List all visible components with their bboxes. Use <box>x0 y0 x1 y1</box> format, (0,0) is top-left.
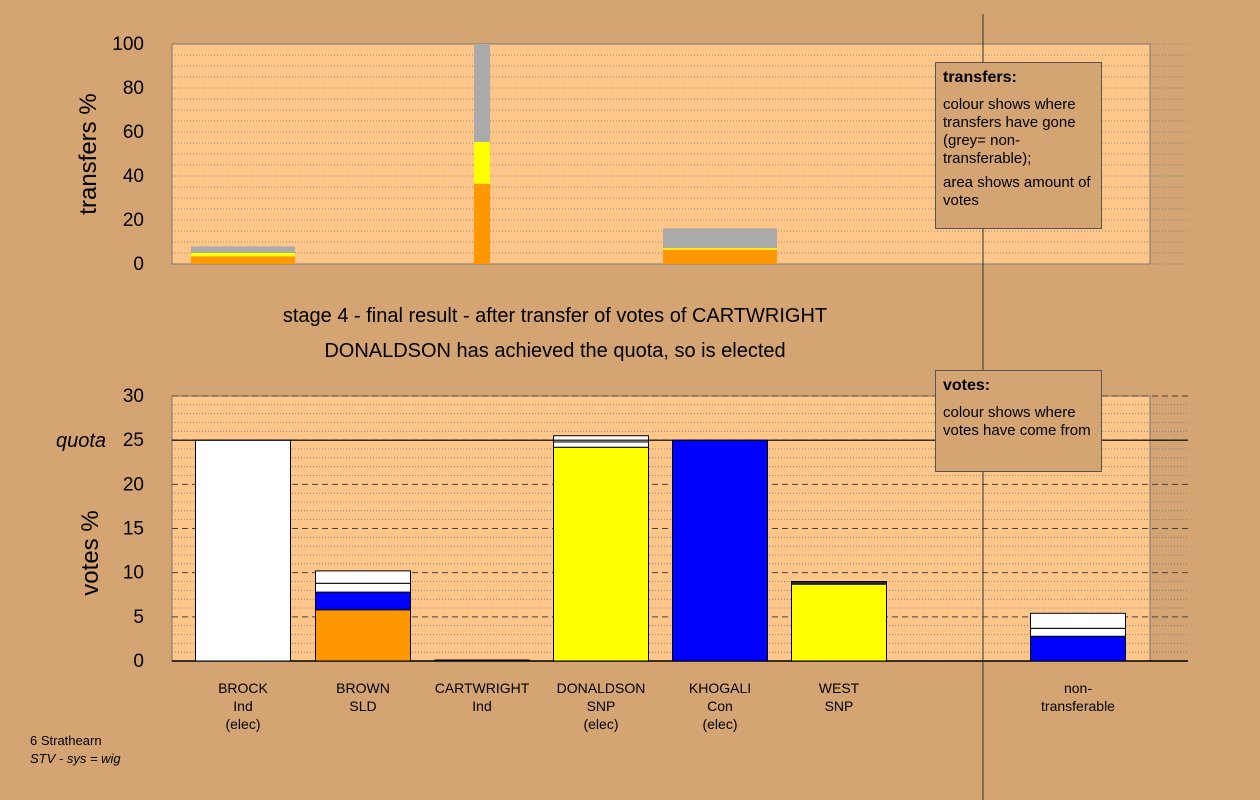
transfer-bar-segment <box>191 246 295 253</box>
votes-chart: 0 5 10 15 20 25 30 votes % quota BROCK Ind (elec) BR… <box>56 386 1188 732</box>
transfer-bar-segment <box>474 183 490 264</box>
votes-y-tick-label: 5 <box>133 607 144 628</box>
candidate-label: Ind <box>472 698 491 714</box>
candidate-label: BROWN <box>336 680 390 696</box>
vote-bar-segment <box>791 583 887 662</box>
candidate-label: KHOGALI <box>689 680 751 696</box>
vote-bar-segment <box>1030 635 1126 662</box>
candidate-label: DONALDSON <box>557 680 646 696</box>
transfers-y-tick-label: 40 <box>123 166 144 187</box>
vote-bar-segment <box>553 435 649 443</box>
transfers-y-tick-label: 0 <box>133 254 144 275</box>
votes-y-tick-label: 10 <box>123 563 144 584</box>
votes-y-tick-label: 30 <box>123 386 144 407</box>
transfers-y-tick-label: 100 <box>112 34 144 55</box>
candidate-label: BROCK <box>218 680 268 696</box>
transfer-bar-segment <box>663 248 777 250</box>
vote-bar-segment <box>672 439 768 662</box>
transfer-bar-segment <box>663 249 777 264</box>
transfer-bar-segment <box>474 141 490 184</box>
vote-bar-segment <box>315 609 411 662</box>
transfers-legend-title: transfers: <box>943 69 1017 86</box>
candidate-label: SNP <box>825 698 854 714</box>
quota-label: quota <box>56 430 106 452</box>
vote-bar-segment <box>195 439 291 662</box>
transfers-y-tick-label: 60 <box>123 122 144 143</box>
transfer-bar-segment <box>191 256 295 264</box>
candidate-label: transferable <box>1041 698 1115 714</box>
candidate-label: WEST <box>819 680 860 696</box>
candidate-label: (elec) <box>702 716 737 732</box>
vote-bar-segment <box>553 446 649 662</box>
candidate-label: CARTWRIGHT <box>435 680 530 696</box>
transfers-y-tick-label: 80 <box>123 78 144 99</box>
transfers-legend-text-1: colour shows where transfers have gone (… <box>943 96 1076 167</box>
votes-y-axis-label: votes % <box>77 510 104 595</box>
transfer-bar-segment <box>663 228 777 249</box>
transfers-y-axis-label: transfers % <box>75 93 102 214</box>
transfers-y-tick-label: 20 <box>123 210 144 231</box>
votes-y-tick-label: 0 <box>133 651 144 672</box>
votes-legend-text: colour shows where votes have come from <box>943 404 1091 439</box>
votes-legend: votes: colour shows where votes have com… <box>935 370 1102 472</box>
vote-bar-segment <box>1030 627 1126 637</box>
vote-bar-segment <box>315 591 411 611</box>
candidate-label: Ind <box>233 698 252 714</box>
stage-caption: stage 4 - final result - after transfer … <box>282 305 828 327</box>
vote-bar-segment <box>791 581 887 585</box>
candidate-label: SNP <box>587 698 616 714</box>
votes-y-tick-label: 15 <box>123 519 144 540</box>
votes-y-tick-label: 20 <box>123 474 144 495</box>
vote-bar-segment <box>315 570 411 584</box>
transfer-bar-segment <box>474 44 490 142</box>
candidate-label: (elec) <box>583 716 618 732</box>
constituency-label: 6 Strathearn <box>30 733 102 748</box>
candidate-label: non- <box>1064 680 1092 696</box>
elected-caption: DONALDSON has achieved the quota, so is … <box>324 340 786 362</box>
vote-bar-segment <box>553 441 649 448</box>
candidate-label: Con <box>707 698 733 714</box>
votes-legend-title: votes: <box>943 377 991 394</box>
vote-bar-segment <box>1030 612 1126 629</box>
vote-bar-segment <box>315 582 411 593</box>
transfer-bar-segment <box>191 253 295 257</box>
votes-y-tick-label: 25 <box>123 430 144 451</box>
system-label: STV - sys = wig <box>30 751 121 766</box>
transfers-legend: transfers: colour shows where transfers … <box>935 62 1102 229</box>
candidate-label: (elec) <box>225 716 260 732</box>
candidate-label: SLD <box>349 698 376 714</box>
transfers-legend-text-2: area shows amount of votes <box>943 174 1091 209</box>
